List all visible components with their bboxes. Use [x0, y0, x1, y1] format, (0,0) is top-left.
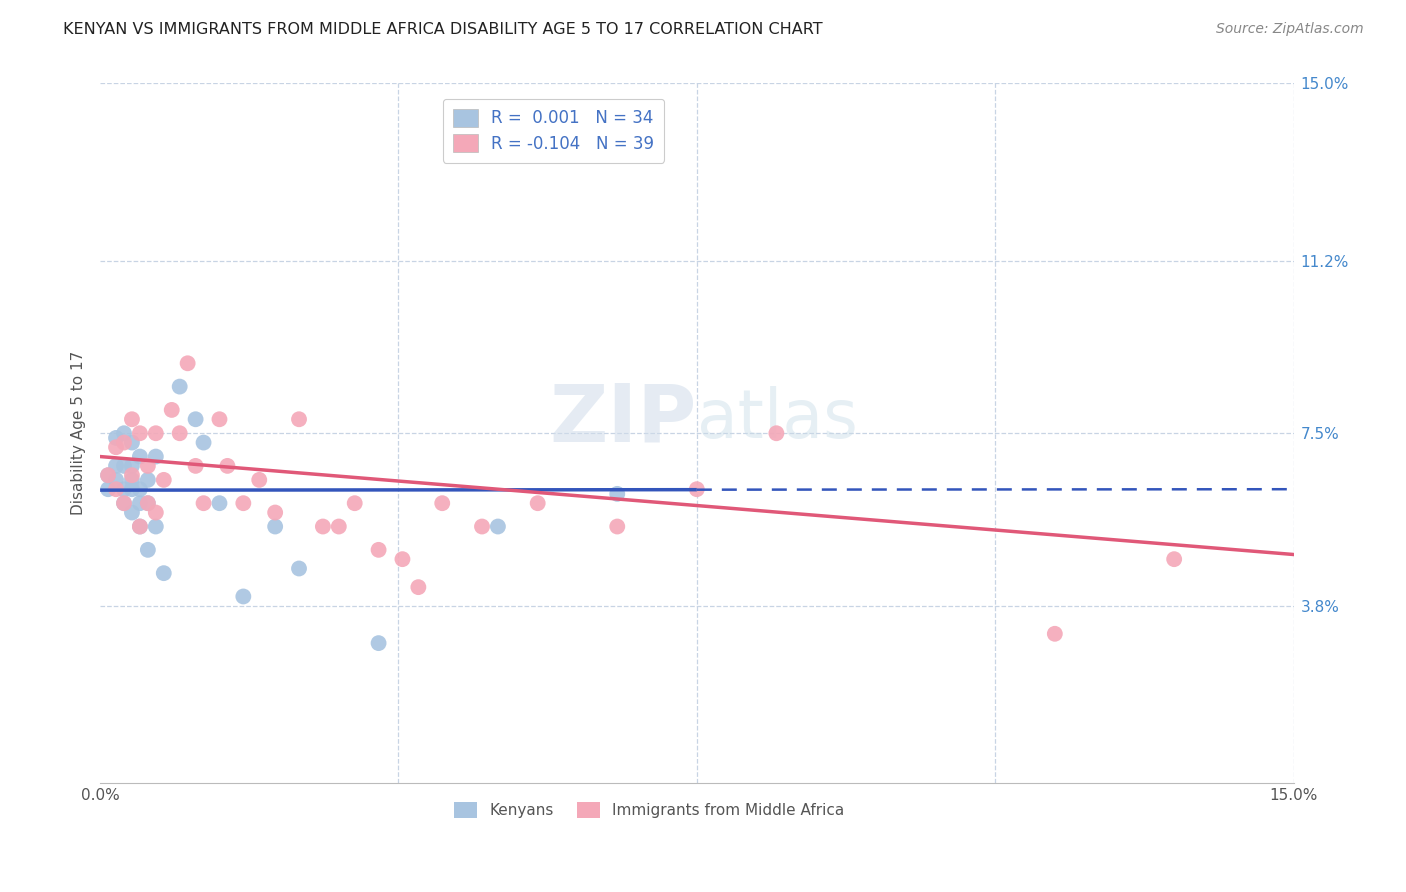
Point: [145, 426, 167, 441]
Point: [160, 403, 183, 417]
Point: [264, 506, 287, 520]
Point: [105, 458, 128, 473]
Point: [606, 519, 628, 533]
Point: [247, 473, 270, 487]
Point: [112, 458, 135, 473]
Text: Source: ZipAtlas.com: Source: ZipAtlas.com: [1216, 22, 1364, 37]
Point: [765, 426, 787, 441]
Point: [432, 496, 454, 510]
Point: [208, 496, 231, 510]
Point: [129, 426, 152, 441]
Point: [169, 379, 191, 393]
Point: [97, 468, 120, 483]
Point: [121, 506, 143, 520]
Point: [112, 496, 135, 510]
Point: [105, 440, 128, 454]
Point: [232, 496, 254, 510]
Point: [121, 468, 143, 483]
Point: [1163, 552, 1185, 566]
Point: [112, 496, 135, 510]
Point: [328, 519, 350, 533]
Point: [136, 542, 159, 557]
Point: [105, 431, 128, 445]
Y-axis label: Disability Age 5 to 17: Disability Age 5 to 17: [72, 351, 86, 516]
Point: [391, 552, 413, 566]
Point: [129, 482, 152, 496]
Point: [606, 487, 628, 501]
Point: [136, 496, 159, 510]
Legend: Kenyans, Immigrants from Middle Africa: Kenyans, Immigrants from Middle Africa: [449, 797, 851, 824]
Point: [169, 426, 191, 441]
Point: [367, 542, 389, 557]
Point: [136, 458, 159, 473]
Point: [97, 482, 120, 496]
Point: [121, 412, 143, 426]
Point: [184, 412, 207, 426]
Point: [97, 468, 120, 483]
Point: [145, 519, 167, 533]
Text: KENYAN VS IMMIGRANTS FROM MIDDLE AFRICA DISABILITY AGE 5 TO 17 CORRELATION CHART: KENYAN VS IMMIGRANTS FROM MIDDLE AFRICA …: [63, 22, 823, 37]
Point: [121, 482, 143, 496]
Point: [208, 412, 231, 426]
Point: [129, 519, 152, 533]
Point: [184, 458, 207, 473]
Point: [312, 519, 335, 533]
Point: [193, 435, 215, 450]
Point: [264, 519, 287, 533]
Point: [193, 496, 215, 510]
Point: [136, 496, 159, 510]
Point: [145, 506, 167, 520]
Point: [136, 473, 159, 487]
Point: [1043, 627, 1066, 641]
Point: [471, 519, 494, 533]
Text: atlas: atlas: [697, 386, 858, 452]
Point: [152, 473, 174, 487]
Point: [105, 473, 128, 487]
Point: [112, 482, 135, 496]
Point: [686, 482, 709, 496]
Point: [121, 435, 143, 450]
Point: [105, 482, 128, 496]
Text: ZIP: ZIP: [550, 380, 697, 458]
Point: [288, 412, 311, 426]
Point: [152, 566, 174, 581]
Point: [121, 473, 143, 487]
Point: [145, 450, 167, 464]
Point: [129, 450, 152, 464]
Point: [129, 519, 152, 533]
Point: [112, 426, 135, 441]
Point: [486, 519, 509, 533]
Point: [367, 636, 389, 650]
Point: [217, 458, 239, 473]
Point: [288, 561, 311, 575]
Point: [112, 435, 135, 450]
Point: [408, 580, 430, 594]
Point: [526, 496, 548, 510]
Point: [232, 590, 254, 604]
Point: [121, 458, 143, 473]
Point: [176, 356, 198, 370]
Point: [129, 496, 152, 510]
Point: [343, 496, 366, 510]
